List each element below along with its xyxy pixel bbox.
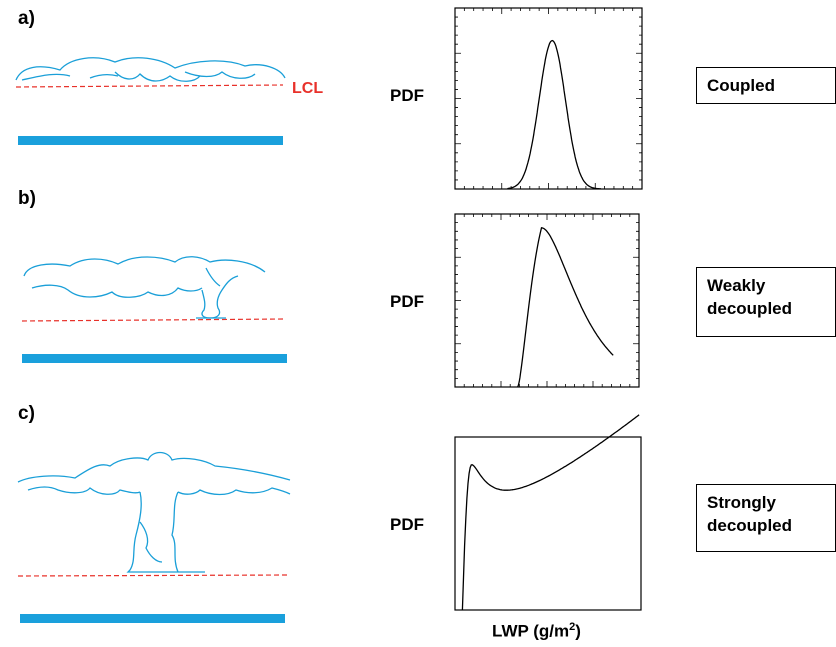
cloud-layer-c [17,451,291,573]
lcl-line-a [15,84,284,88]
pdf-plot-b [454,213,640,388]
lcl-line-c [17,574,288,577]
xaxis-label-sup: 2 [569,621,576,633]
regime-label-weakly-line2: decoupled [707,299,793,318]
panel-label-b: b) [18,188,36,209]
pdf-curve-a [507,39,602,190]
panel-label-a: a) [18,8,35,29]
lcl-label: LCL [292,80,324,97]
ticks-a-marks [455,8,642,189]
pdf-plot-a [454,7,643,190]
regime-box-weakly: Weakly decoupled [696,267,836,337]
lcl-line-b [21,318,287,322]
pdf-axis-label-c: PDF [390,515,424,534]
surface-bar-c [20,614,285,623]
cloud-layer-b [23,256,266,319]
regime-label-weakly-line1: Weakly [707,276,766,295]
xaxis-label-main: LWP (g/m [492,621,570,641]
pdf-plot-c [454,414,642,611]
regime-label-strongly-line2: decoupled [707,516,793,535]
surface-bar-b [22,354,287,363]
pdf-axis-label-b: PDF [390,292,424,311]
xaxis-label-end: ) [575,621,581,641]
ticks-b-marks [455,214,639,387]
cloud-layer-a [15,57,286,82]
regime-box-strongly: Strongly decoupled [696,484,836,552]
pdf-curve-b [517,227,614,388]
surface-bar-a [18,136,283,145]
regime-box-coupled: Coupled [696,67,836,104]
xaxis-label: LWP (g/m2) [492,621,581,642]
regime-label-coupled: Coupled [707,76,775,95]
panel-label-c: c) [18,403,35,424]
pdf-axis-label-a: PDF [390,86,424,105]
regime-label-strongly-line1: Strongly [707,493,776,512]
pdf-curve-c [461,414,640,611]
